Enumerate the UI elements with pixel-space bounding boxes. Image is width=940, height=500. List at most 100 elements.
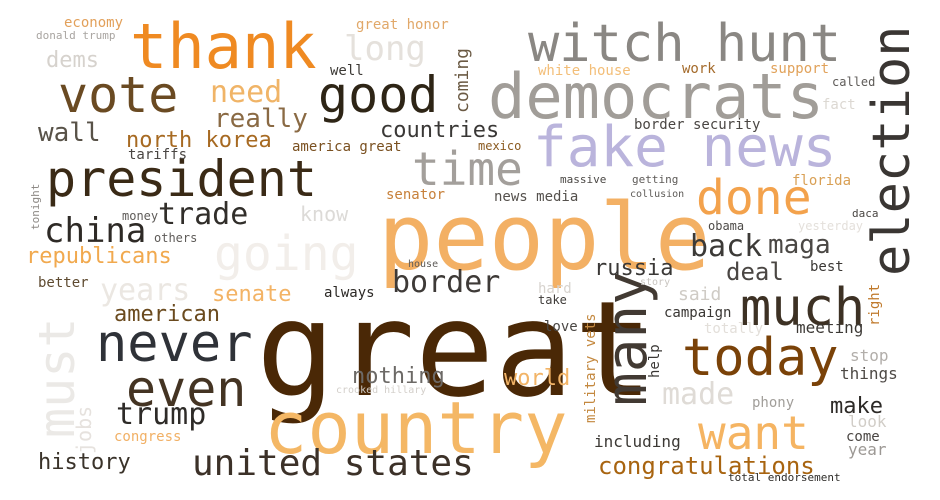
word-america-great: america great [292, 139, 402, 155]
word-done: done [696, 170, 812, 226]
word-news-media: news media [494, 189, 579, 205]
word-getting: getting [632, 173, 679, 186]
word-totally: totally [704, 321, 764, 337]
word-russia: russia [594, 256, 674, 281]
word-want: want [698, 406, 809, 460]
word-fake-news: fake news [533, 115, 837, 180]
word-back: back [690, 229, 763, 264]
word-help: help [647, 344, 663, 378]
word-nothing: nothing [352, 364, 445, 389]
word-obama: obama [708, 219, 745, 233]
word-united-states: united states [192, 443, 474, 484]
word-trump: trump [116, 397, 207, 432]
word-crooked-hillary: crooked hillary [336, 385, 427, 396]
word-make: make [830, 394, 883, 419]
word-democrats: democrats [488, 60, 824, 133]
word-love: love [544, 319, 578, 335]
word-yesterday: yesterday [798, 219, 864, 233]
word-including: including [594, 432, 681, 451]
word-thank: thank [130, 14, 317, 83]
word-florida: florida [792, 173, 852, 189]
word-military-vets: military vets [583, 313, 599, 423]
word-great-honor: great honor [356, 17, 449, 33]
word-wall: wall [38, 118, 101, 148]
word-today: today [682, 328, 839, 388]
word-need: need [210, 75, 283, 110]
word-world: world [504, 366, 571, 391]
word-election: election [862, 25, 922, 276]
word-republicans: republicans [26, 244, 172, 269]
word-north-korea: north korea [126, 128, 272, 153]
word-mexico: mexico [478, 139, 522, 153]
word-always: always [324, 285, 375, 301]
word-much: much [740, 278, 866, 338]
word-going: going [214, 226, 359, 282]
word-time: time [412, 142, 523, 196]
word-country: country [264, 386, 568, 470]
word-story: story [640, 277, 671, 288]
word-dems: dems [46, 48, 99, 73]
word-tariffs: tariffs [128, 147, 188, 163]
word-border-security: border security [634, 117, 761, 133]
word-well: well [330, 63, 364, 79]
word-money: money [122, 209, 159, 223]
word-border: border [392, 265, 501, 300]
word-stop: stop [850, 346, 889, 365]
word-deal: deal [726, 258, 784, 286]
word-president: president [46, 150, 317, 208]
word-total-endorsement: total endorsement [728, 471, 841, 484]
word-collusion: collusion [630, 189, 685, 200]
word-year: year [848, 440, 887, 459]
word-history: history [38, 450, 131, 475]
word-house: house [408, 259, 439, 270]
word-support: support [770, 61, 830, 77]
word-countries: countries [380, 118, 500, 143]
word-witch-hunt: witch hunt [528, 14, 842, 74]
word-right: right [867, 283, 883, 326]
word-said: said [678, 284, 722, 305]
word-massive: massive [560, 173, 607, 186]
word-look: look [848, 412, 887, 431]
word-senate: senate [212, 282, 292, 307]
word-long: long [344, 29, 426, 69]
word-others: others [154, 231, 198, 245]
word-cloud: great people country thank democrats fake new… [18, 14, 922, 486]
word-come: come [846, 429, 880, 445]
word-vote: vote [58, 66, 179, 124]
word-work: work [682, 61, 716, 77]
word-fact: fact [822, 97, 856, 113]
word-donald-trump: donald trump [36, 29, 116, 42]
word-phony: phony [752, 395, 795, 411]
word-trade: trade [158, 197, 249, 232]
word-best: best [810, 259, 844, 275]
word-congratulations: congratulations [598, 452, 815, 480]
word-great: great [256, 273, 654, 427]
word-made: made [662, 377, 735, 412]
word-maga: maga [768, 230, 831, 260]
word-economy: economy [64, 15, 124, 31]
word-congress: congress [114, 429, 182, 445]
word-jobs: jobs [72, 405, 96, 454]
word-campaign: campaign [664, 305, 732, 321]
word-know: know [300, 202, 349, 226]
word-things: things [840, 364, 898, 383]
word-people: people [378, 184, 711, 291]
word-china: china [44, 211, 147, 251]
word-years: years [100, 273, 191, 308]
word-white-house: white house [538, 63, 631, 79]
word-really: really [214, 104, 308, 134]
word-better: better [38, 275, 89, 291]
word-daca: daca [852, 207, 879, 220]
word-american: american [114, 302, 220, 327]
word-tonight: tonight [29, 183, 42, 230]
word-called: called [832, 75, 876, 89]
word-meeting: meeting [796, 318, 864, 337]
word-even: even [126, 360, 247, 418]
word-never: never [96, 314, 253, 374]
word-hard: hard [538, 281, 572, 297]
word-take: take [538, 293, 567, 307]
word-senator: senator [386, 187, 446, 203]
word-good: good [318, 66, 439, 124]
word-many: many [595, 271, 660, 406]
word-coming: coming [452, 47, 473, 113]
